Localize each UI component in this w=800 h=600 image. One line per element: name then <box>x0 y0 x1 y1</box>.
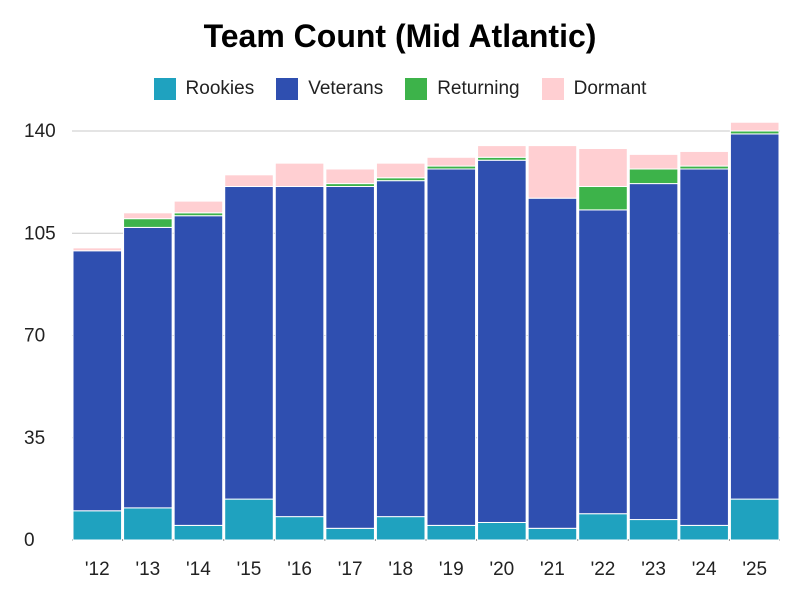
bar-dormant <box>679 150 729 167</box>
legend-item-rookies: Rookies <box>153 78 255 100</box>
bar-rookies <box>72 510 123 541</box>
y-tick-label: 35 <box>24 428 45 449</box>
x-tick-label: '15 <box>237 559 262 580</box>
bar-veterans <box>224 186 274 500</box>
bar-veterans <box>426 168 477 526</box>
bar-dormant <box>173 200 224 214</box>
bar-dormant <box>527 145 578 199</box>
legend-swatch-veterans <box>276 78 299 100</box>
bar-veterans <box>123 226 173 509</box>
bar-dormant <box>375 162 426 179</box>
bar-rookies <box>325 527 375 541</box>
x-tick-label: '17 <box>338 559 363 580</box>
bar-veterans <box>729 133 780 500</box>
x-tick-label: '20 <box>489 559 514 580</box>
bar-rookies <box>628 519 679 541</box>
bar-veterans <box>72 250 123 512</box>
bar-dormant <box>578 148 628 188</box>
bar-veterans <box>375 180 426 518</box>
legend-label-dormant: Dormant <box>573 78 647 99</box>
y-tick-label: 0 <box>24 530 35 551</box>
x-tick-label: '13 <box>135 559 160 580</box>
bar-rookies <box>426 524 477 541</box>
bar-rookies <box>679 524 729 541</box>
x-tick-label: '25 <box>742 559 767 580</box>
legend-swatch-rookies <box>153 78 176 100</box>
legend-swatch-returning <box>405 78 428 100</box>
x-tick-label: '12 <box>85 559 110 580</box>
x-tick-label: '22 <box>591 559 616 580</box>
x-tick-label: '18 <box>388 559 413 580</box>
bar-dormant <box>729 121 780 132</box>
x-tick-label: '19 <box>439 559 464 580</box>
bar-rookies <box>173 524 224 541</box>
legend-label-veterans: Veterans <box>308 78 384 99</box>
bar-rookies <box>578 513 628 541</box>
bar-rookies <box>375 516 426 541</box>
bar-dormant <box>477 145 527 158</box>
bar-rookies <box>729 498 780 541</box>
y-tick-label: 70 <box>24 326 45 347</box>
bar-rookies <box>527 527 578 541</box>
bar-returning <box>628 168 679 185</box>
legend: Rookies Veterans Returning Dormant <box>0 78 800 100</box>
y-tick-label: 140 <box>24 121 56 142</box>
bar-veterans <box>274 186 325 518</box>
bar-returning <box>123 218 173 228</box>
bar-rookies <box>224 498 274 541</box>
bar-rookies <box>123 507 173 541</box>
bar-dormant <box>628 153 679 170</box>
x-tick-label: '16 <box>287 559 312 580</box>
x-tick-label: '21 <box>540 559 565 580</box>
bar-veterans <box>173 215 224 526</box>
bar-dormant <box>274 162 325 188</box>
bar-returning <box>578 186 628 211</box>
legend-item-dormant: Dormant <box>541 78 647 100</box>
bar-dormant <box>72 247 123 252</box>
bar-dormant <box>325 168 375 185</box>
x-tick-label: '14 <box>186 559 211 580</box>
bar-veterans <box>578 209 628 515</box>
bar-rookies <box>477 521 527 541</box>
bar-dormant <box>123 212 173 220</box>
bar-veterans <box>679 168 729 526</box>
bar-veterans <box>325 186 375 529</box>
x-tick-label: '24 <box>692 559 717 580</box>
bar-veterans <box>477 159 527 523</box>
legend-label-returning: Returning <box>437 78 520 99</box>
chart-title: Team Count (Mid Atlantic) <box>203 18 597 54</box>
legend-item-veterans: Veterans <box>276 78 383 100</box>
legend-label-rookies: Rookies <box>185 78 255 99</box>
bar-veterans <box>628 183 679 521</box>
y-tick-label: 105 <box>24 223 56 244</box>
bar-veterans <box>527 197 578 529</box>
legend-item-returning: Returning <box>405 78 520 100</box>
legend-swatch-dormant <box>541 78 564 100</box>
bar-rookies <box>274 516 325 541</box>
bar-dormant <box>224 174 274 188</box>
x-tick-label: '23 <box>641 559 666 580</box>
bar-dormant <box>426 156 477 167</box>
